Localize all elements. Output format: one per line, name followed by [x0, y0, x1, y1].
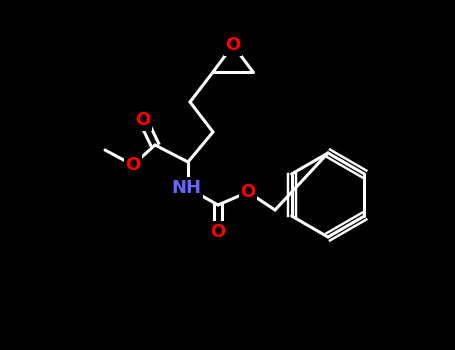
- Text: O: O: [225, 36, 241, 54]
- Text: O: O: [210, 223, 226, 241]
- Text: O: O: [136, 111, 151, 129]
- Text: O: O: [240, 183, 256, 201]
- Text: O: O: [126, 156, 141, 174]
- Text: NH: NH: [171, 179, 201, 197]
